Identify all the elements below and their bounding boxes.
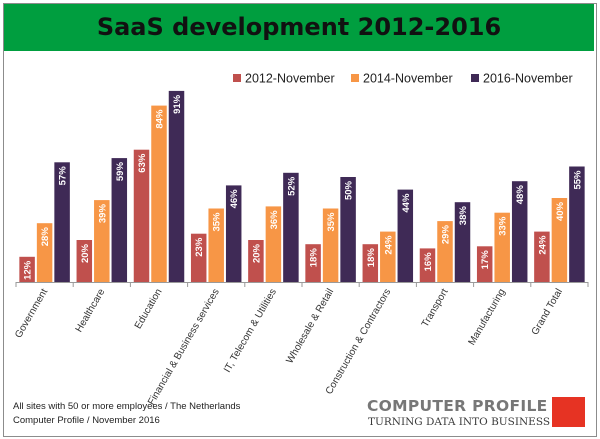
data-label-2014-november-wholesale-retail: 35% xyxy=(326,212,337,232)
bar-2012-november-construction-contractors xyxy=(362,244,379,282)
bar-2016-november-healthcare xyxy=(111,158,128,282)
bar-2012-november-financial-business-services xyxy=(190,233,207,282)
category-label-transport: Transport xyxy=(420,287,451,329)
bar-2016-november-education xyxy=(168,90,185,283)
data-label-2016-november-manufacturing: 48% xyxy=(515,185,526,205)
data-label-2012-november-construction-contractors: 18% xyxy=(366,248,377,268)
category-label-financial-business-services: Financial & Business services xyxy=(146,287,222,407)
data-label-2016-november-wholesale-retail: 50% xyxy=(344,180,355,200)
footnote-source: Computer Profile / November 2016 xyxy=(13,415,160,426)
bar-2014-november-grand-total xyxy=(551,198,568,282)
legend-label-2016-november: 2016-November xyxy=(483,72,573,86)
bar-2016-november-transport xyxy=(454,202,471,282)
bar-2014-november-manufacturing xyxy=(494,212,510,282)
footnote-scope: All sites with 50 or more employees / Th… xyxy=(13,401,241,412)
logo-tagline: TURNING DATA INTO BUSINESS xyxy=(368,416,551,428)
bar-2012-november-transport xyxy=(419,248,436,282)
bar-2012-november-education xyxy=(133,149,150,282)
data-label-2014-november-it-telecom-utilities: 36% xyxy=(269,210,280,230)
bar-2012-november-wholesale-retail xyxy=(305,244,321,282)
bar-2016-november-grand-total xyxy=(569,166,585,282)
bar-2012-november-grand-total xyxy=(534,231,550,282)
category-label-grand-total: Grand Total xyxy=(530,287,565,337)
data-label-2012-november-government: 12% xyxy=(23,260,34,280)
legend-swatch-2016-november xyxy=(471,74,479,82)
data-label-2016-november-it-telecom-utilities: 52% xyxy=(286,176,297,196)
data-label-2012-november-it-telecom-utilities: 20% xyxy=(251,243,262,263)
category-label-it-telecom-utilities: IT, Telecom & Utilities xyxy=(222,287,279,375)
data-label-2012-november-healthcare: 20% xyxy=(80,243,91,263)
bar-2014-november-government xyxy=(36,223,53,282)
bar-2016-november-government xyxy=(54,162,70,282)
data-label-2016-november-construction-contractors: 44% xyxy=(401,193,412,213)
bar-2016-november-it-telecom-utilities xyxy=(283,172,299,282)
category-label-manufacturing: Manufacturing xyxy=(467,287,508,347)
logo-red-square xyxy=(552,397,585,427)
data-label-2016-november-transport: 38% xyxy=(458,206,469,226)
data-label-2014-november-healthcare: 39% xyxy=(97,204,108,224)
title-bar: SaaS development 2012-2016 xyxy=(4,4,594,51)
data-label-2012-november-transport: 16% xyxy=(423,252,434,272)
data-label-2016-november-grand-total: 55% xyxy=(572,170,583,190)
bar-2016-november-construction-contractors xyxy=(397,189,414,282)
category-label-education: Education xyxy=(133,287,165,331)
data-label-2014-november-education: 84% xyxy=(155,109,166,129)
data-label-2016-november-education: 91% xyxy=(172,94,183,114)
data-label-2012-november-financial-business-services: 23% xyxy=(194,237,205,257)
bar-2014-november-healthcare xyxy=(94,200,110,282)
bar-2014-november-it-telecom-utilities xyxy=(265,206,282,282)
category-label-government: Government xyxy=(13,287,50,340)
data-label-2012-november-education: 63% xyxy=(137,153,148,173)
data-label-2014-november-government: 28% xyxy=(40,227,51,247)
legend-swatch-2014-november xyxy=(351,74,359,82)
bar-2014-november-construction-contractors xyxy=(380,231,396,282)
bar-2012-november-healthcare xyxy=(76,240,93,282)
data-label-2014-november-construction-contractors: 24% xyxy=(383,235,394,255)
bar-2014-november-transport xyxy=(437,221,453,282)
data-label-2016-november-healthcare: 59% xyxy=(115,162,126,182)
data-label-2012-november-grand-total: 24% xyxy=(537,235,548,255)
data-label-2014-november-financial-business-services: 35% xyxy=(212,212,223,232)
bar-2012-november-government xyxy=(19,256,35,282)
bar-2016-november-financial-business-services xyxy=(225,185,242,282)
bar-2016-november-wholesale-retail xyxy=(340,177,356,282)
data-label-2014-november-manufacturing: 33% xyxy=(498,216,509,236)
bar-2014-november-education xyxy=(151,105,167,282)
data-label-2014-november-grand-total: 40% xyxy=(555,201,566,221)
data-label-2016-november-government: 57% xyxy=(58,166,69,186)
bar-2016-november-manufacturing xyxy=(511,181,528,282)
logo-name: COMPUTER PROFILE xyxy=(367,397,548,415)
chart-title: SaaS development 2012-2016 xyxy=(96,13,502,41)
bar-2012-november-it-telecom-utilities xyxy=(248,240,264,282)
bar-2014-november-wholesale-retail xyxy=(322,208,339,282)
data-label-2016-november-financial-business-services: 46% xyxy=(229,189,240,209)
category-label-healthcare: Healthcare xyxy=(74,287,108,335)
category-label-construction-contractors: Construction & Contractors xyxy=(324,287,394,396)
computer-profile-logo: COMPUTER PROFILE TURNING DATA INTO BUSIN… xyxy=(367,397,585,431)
data-label-2012-november-wholesale-retail: 18% xyxy=(309,248,320,268)
bar-2014-november-financial-business-services xyxy=(208,208,224,282)
data-label-2012-november-manufacturing: 17% xyxy=(480,250,491,270)
legend-swatch-2012-november xyxy=(233,74,241,82)
legend-label-2014-november: 2014-November xyxy=(363,72,453,86)
category-label-wholesale-retail: Wholesale & Retail xyxy=(284,287,336,366)
legend-label-2012-november: 2012-November xyxy=(245,72,335,86)
data-label-2014-november-transport: 29% xyxy=(441,225,452,245)
bar-2012-november-manufacturing xyxy=(476,246,493,282)
